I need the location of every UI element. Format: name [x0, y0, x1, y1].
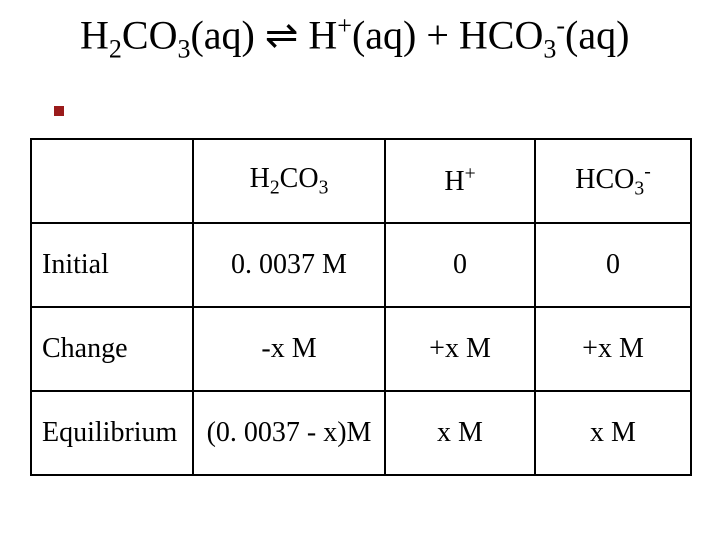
row-label: Change	[31, 307, 193, 391]
ice-table-wrap: H2CO3 H+ HCO3- Initial 0. 0037 M 0 0 Cha…	[30, 138, 690, 476]
cell: -x M	[193, 307, 385, 391]
cell: (0. 0037 - x)M	[193, 391, 385, 475]
row-label: Initial	[31, 223, 193, 307]
cell: 0	[535, 223, 691, 307]
header-species-0: H2CO3	[193, 139, 385, 223]
table-row: Initial 0. 0037 M 0 0	[31, 223, 691, 307]
header-species-1: H+	[385, 139, 535, 223]
cell: +x M	[385, 307, 535, 391]
row-label: Equilibrium	[31, 391, 193, 475]
ice-table: H2CO3 H+ HCO3- Initial 0. 0037 M 0 0 Cha…	[30, 138, 692, 476]
table-row: Equilibrium (0. 0037 - x)M x M x M	[31, 391, 691, 475]
cell: 0	[385, 223, 535, 307]
cell: x M	[535, 391, 691, 475]
header-species-2: HCO3-	[535, 139, 691, 223]
slide: H2CO3(aq) ⇌ H+(aq) + HCO3-(aq) H2CO3 H+ …	[0, 0, 720, 540]
header-blank	[31, 139, 193, 223]
equation-title: H2CO3(aq) ⇌ H+(aq) + HCO3-(aq)	[80, 10, 690, 66]
cell: x M	[385, 391, 535, 475]
cell: 0. 0037 M	[193, 223, 385, 307]
table-row: Change -x M +x M +x M	[31, 307, 691, 391]
table-header-row: H2CO3 H+ HCO3-	[31, 139, 691, 223]
cell: +x M	[535, 307, 691, 391]
title-bullet	[54, 106, 64, 116]
